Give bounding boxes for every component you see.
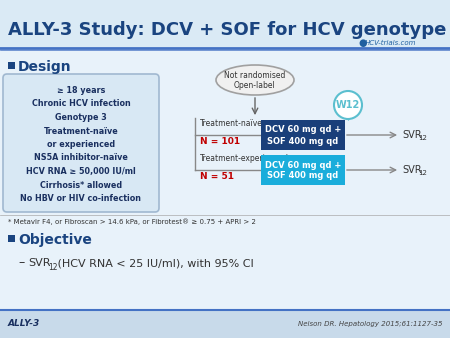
Text: SVR: SVR (28, 258, 50, 268)
Text: * Metavir F4, or Fibroscan > 14.6 kPa, or Fibrotest® ≥ 0.75 + APRI > 2: * Metavir F4, or Fibroscan > 14.6 kPa, o… (8, 218, 256, 225)
Text: NS5A inhibitor-naïve: NS5A inhibitor-naïve (34, 153, 128, 163)
Text: Treatment-experienced: Treatment-experienced (200, 154, 289, 163)
Text: 12: 12 (418, 170, 427, 176)
FancyBboxPatch shape (3, 74, 159, 212)
Text: 12: 12 (48, 263, 58, 271)
Text: ●: ● (358, 38, 366, 48)
Text: ALLY-3: ALLY-3 (8, 319, 40, 329)
Text: Chronic HCV infection: Chronic HCV infection (32, 99, 130, 108)
Text: 12: 12 (418, 135, 427, 141)
Text: No HBV or HIV co-infection: No HBV or HIV co-infection (21, 194, 141, 203)
Text: SOF 400 mg qd: SOF 400 mg qd (267, 171, 338, 180)
Text: Not randomised: Not randomised (224, 72, 286, 80)
Text: –: – (18, 257, 24, 269)
Text: SVR: SVR (402, 165, 422, 175)
Text: Treatment-naïve: Treatment-naïve (44, 126, 118, 136)
Text: (HCV RNA < 25 IU/ml), with 95% CI: (HCV RNA < 25 IU/ml), with 95% CI (54, 258, 254, 268)
Text: N = 51: N = 51 (200, 172, 234, 181)
Text: HCV-trials.com: HCV-trials.com (365, 40, 417, 46)
Text: Objective: Objective (18, 233, 92, 247)
Text: Open-label: Open-label (234, 80, 276, 90)
Text: ALLY-3 Study: DCV + SOF for HCV genotype 3: ALLY-3 Study: DCV + SOF for HCV genotype… (8, 21, 450, 39)
Text: Design: Design (18, 60, 72, 74)
Text: Treatment-naïve: Treatment-naïve (200, 119, 263, 128)
Text: HCV RNA ≥ 50,000 IU/ml: HCV RNA ≥ 50,000 IU/ml (26, 167, 136, 176)
Text: Cirrhosis* allowed: Cirrhosis* allowed (40, 180, 122, 190)
Text: or experienced: or experienced (47, 140, 115, 149)
Text: N = 101: N = 101 (200, 137, 240, 146)
Bar (0, 0, 450, 48)
Text: Genotype 3: Genotype 3 (55, 113, 107, 122)
Bar (8, 235, 15, 242)
Bar (0, 310, 450, 338)
Text: ≥ 18 years: ≥ 18 years (57, 86, 105, 95)
Text: SVR: SVR (402, 130, 422, 140)
Text: Nelson DR. Hepatology 2015;61:1127-35: Nelson DR. Hepatology 2015;61:1127-35 (297, 321, 442, 327)
Text: W12: W12 (336, 100, 360, 110)
FancyBboxPatch shape (261, 120, 345, 150)
Circle shape (334, 91, 362, 119)
Text: SOF 400 mg qd: SOF 400 mg qd (267, 137, 338, 145)
Text: DCV 60 mg qd +: DCV 60 mg qd + (265, 125, 341, 135)
Text: DCV 60 mg qd +: DCV 60 mg qd + (265, 161, 341, 169)
Ellipse shape (216, 65, 294, 95)
FancyBboxPatch shape (261, 155, 345, 185)
Bar (8, 62, 15, 69)
